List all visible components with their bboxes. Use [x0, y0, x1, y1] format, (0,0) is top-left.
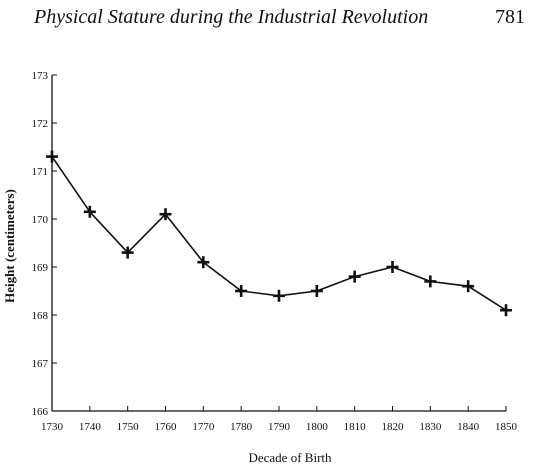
data-point-marker: [121, 246, 134, 259]
x-tick-label: 1780: [230, 421, 253, 433]
y-tick-label: 173: [32, 70, 49, 82]
x-axis-ticks: 1730 1740 1750 1760 1770 1780 1790 1800 1810 1820…: [41, 406, 518, 433]
data-point-marker: [46, 150, 58, 163]
data-point-marker: [197, 256, 210, 269]
x-tick-label: 1750: [117, 421, 140, 433]
data-point-marker: [462, 280, 475, 293]
y-tick-label: 170: [32, 214, 49, 226]
data-point-marker: [424, 275, 437, 288]
data-point-marker: [348, 270, 361, 283]
y-tick-label: 166: [32, 406, 49, 418]
x-tick-label: 1770: [192, 421, 215, 433]
y-tick-label: 172: [32, 118, 49, 130]
data-point-marker: [500, 304, 512, 317]
x-tick-label: 1810: [344, 421, 367, 433]
y-axis-ticks: 166 167 168 169 170 171 172 173: [32, 70, 57, 418]
series-line: [51, 156, 507, 311]
data-point-marker: [273, 289, 285, 302]
y-tick-label: 168: [32, 310, 49, 322]
running-title: Physical Stature during the Industrial R…: [34, 6, 429, 28]
x-tick-label: 1830: [419, 421, 442, 433]
data-point-marker: [83, 205, 96, 218]
series-line-path: [51, 156, 507, 311]
data-point-marker: [235, 285, 248, 297]
y-tick-label: 169: [32, 262, 49, 274]
x-tick-label: 1850: [495, 421, 518, 433]
y-axis-label: Height (centimeters): [2, 189, 17, 303]
x-tick-label: 1840: [457, 421, 480, 433]
data-point-marker: [386, 261, 399, 273]
series-markers: [46, 150, 512, 317]
y-tick-label: 167: [32, 358, 49, 370]
x-axis-label: Decade of Birth: [248, 450, 332, 465]
chart-axes: [51, 75, 506, 412]
x-tick-label: 1820: [382, 421, 405, 433]
page-header: Physical Stature during the Industrial R…: [0, 0, 534, 44]
x-tick-label: 1740: [79, 421, 102, 433]
x-tick-label: 1790: [268, 421, 291, 433]
data-point-marker: [159, 208, 172, 221]
x-tick-label: 1730: [41, 421, 64, 433]
x-tick-label: 1760: [155, 421, 178, 433]
data-point-marker: [310, 285, 323, 297]
y-tick-label: 171: [32, 166, 49, 178]
page-number: 781: [495, 6, 525, 28]
x-tick-label: 1800: [306, 421, 329, 433]
